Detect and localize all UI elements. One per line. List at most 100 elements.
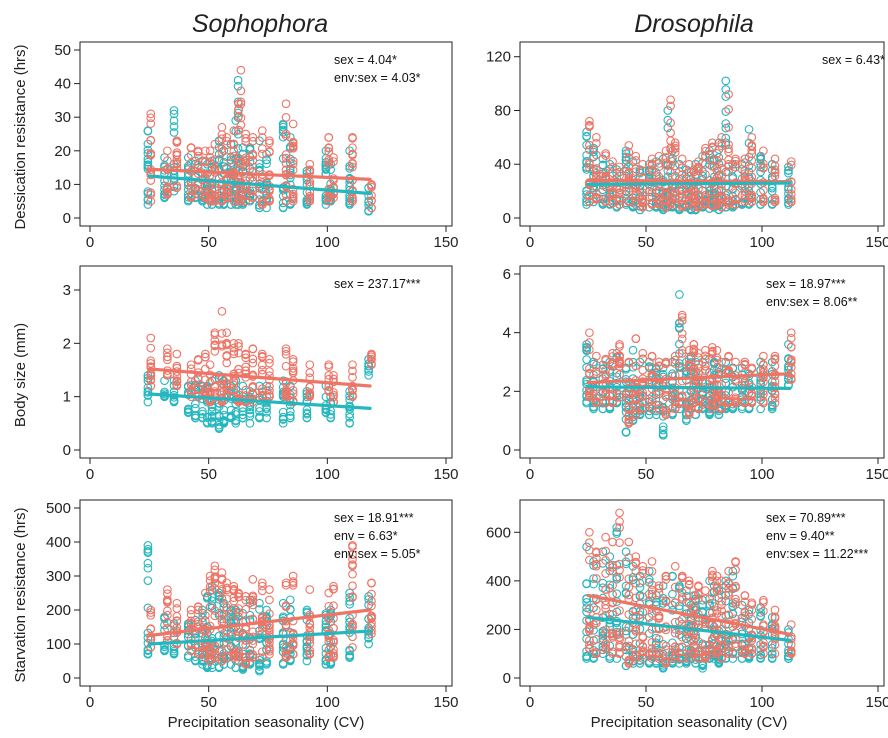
female-point: [712, 583, 722, 592]
male-point: [233, 75, 243, 85]
female-point: [661, 408, 671, 417]
female-point: [257, 200, 267, 209]
female-point: [647, 637, 657, 647]
male-point: [202, 417, 212, 427]
female-point: [615, 517, 624, 526]
female-point: [248, 156, 258, 165]
female-point: [638, 568, 648, 578]
female-point: [677, 349, 687, 358]
female-point: [684, 168, 694, 177]
female-point: [348, 561, 357, 571]
female-point: [585, 345, 594, 355]
female-point: [241, 366, 251, 376]
female-point: [229, 586, 239, 596]
xlabel-right: Precipitation seasonality (CV): [591, 714, 788, 731]
male-fit-line: [586, 385, 792, 390]
female-point: [786, 160, 796, 170]
female-point: [661, 191, 671, 201]
female-point: [329, 153, 338, 162]
female-point: [257, 144, 267, 153]
female-point: [638, 159, 648, 169]
female-point: [257, 133, 267, 142]
female-point: [759, 351, 768, 361]
female-point: [689, 348, 699, 358]
female-point: [747, 156, 757, 166]
x-tick-label: 0: [526, 694, 534, 711]
female-point: [229, 185, 239, 195]
female-point: [265, 625, 274, 635]
female-point: [601, 371, 610, 381]
female-point: [770, 377, 780, 387]
female-point: [248, 650, 258, 660]
female-point: [288, 357, 298, 367]
female-point: [638, 194, 648, 203]
female-point: [624, 186, 634, 196]
female-point: [163, 355, 172, 365]
female-point: [210, 641, 220, 651]
female-point: [759, 606, 768, 616]
female-point: [712, 606, 722, 615]
female-point: [241, 362, 251, 372]
female-point: [348, 196, 357, 206]
female-point: [592, 189, 601, 199]
male-point: [231, 418, 241, 428]
male-point: [644, 566, 654, 576]
column-title-drosophila: Drosophila: [634, 10, 754, 38]
male-point: [255, 598, 264, 608]
female-point: [712, 166, 722, 176]
male-fit-line: [147, 629, 372, 646]
female-point: [654, 581, 664, 591]
male-point: [364, 200, 373, 210]
x-tick-label: 150: [865, 694, 888, 711]
female-point: [786, 374, 796, 383]
female-point: [234, 612, 243, 622]
female-point: [740, 644, 750, 654]
female-point: [265, 138, 274, 148]
female-point: [324, 386, 334, 395]
male-point: [663, 115, 673, 125]
female-point: [210, 139, 220, 149]
female-point: [689, 191, 699, 200]
female-point: [601, 555, 610, 565]
female-point: [348, 569, 357, 579]
female-point: [712, 355, 722, 365]
female-point: [172, 136, 182, 146]
female-point: [638, 642, 648, 652]
female-point: [677, 163, 687, 173]
female-point: [172, 158, 182, 168]
x-tick-label: 100: [315, 234, 340, 251]
male-point: [582, 140, 591, 150]
female-point: [265, 390, 274, 399]
female-point: [724, 195, 733, 204]
female-point: [146, 375, 156, 384]
female-point: [684, 403, 694, 413]
female-point: [689, 394, 699, 403]
female-point: [717, 596, 726, 606]
female-point: [367, 359, 376, 369]
female-point: [229, 377, 239, 386]
female-point: [677, 316, 687, 325]
female-point: [217, 379, 227, 389]
female-point: [172, 598, 182, 608]
female-point: [348, 366, 357, 376]
female-point: [265, 147, 274, 157]
female-point: [172, 616, 182, 625]
female-point: [601, 390, 610, 400]
female-point: [210, 191, 220, 201]
male-point: [589, 603, 598, 612]
female-point: [724, 590, 733, 600]
female-point: [305, 368, 315, 378]
male-point: [255, 665, 264, 675]
female-point: [248, 600, 258, 610]
female-point: [684, 159, 694, 169]
female-point: [786, 363, 796, 372]
female-point: [592, 150, 601, 160]
female-point: [770, 351, 780, 361]
female-point: [786, 197, 796, 207]
male-point: [756, 151, 765, 161]
female-point: [236, 97, 246, 107]
female-point: [747, 614, 757, 624]
female-fit-line: [147, 167, 372, 181]
male-point: [160, 646, 169, 656]
female-point: [601, 532, 610, 542]
